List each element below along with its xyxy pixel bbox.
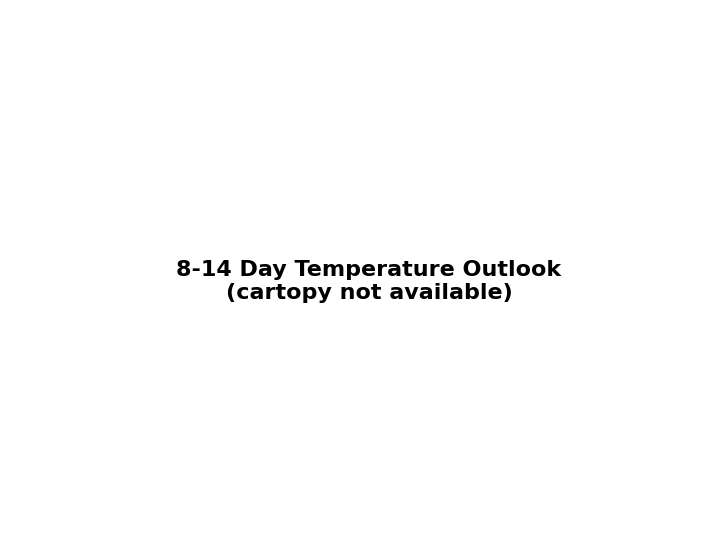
Text: 8-14 Day Temperature Outlook
(cartopy not available): 8-14 Day Temperature Outlook (cartopy no… bbox=[176, 260, 562, 303]
